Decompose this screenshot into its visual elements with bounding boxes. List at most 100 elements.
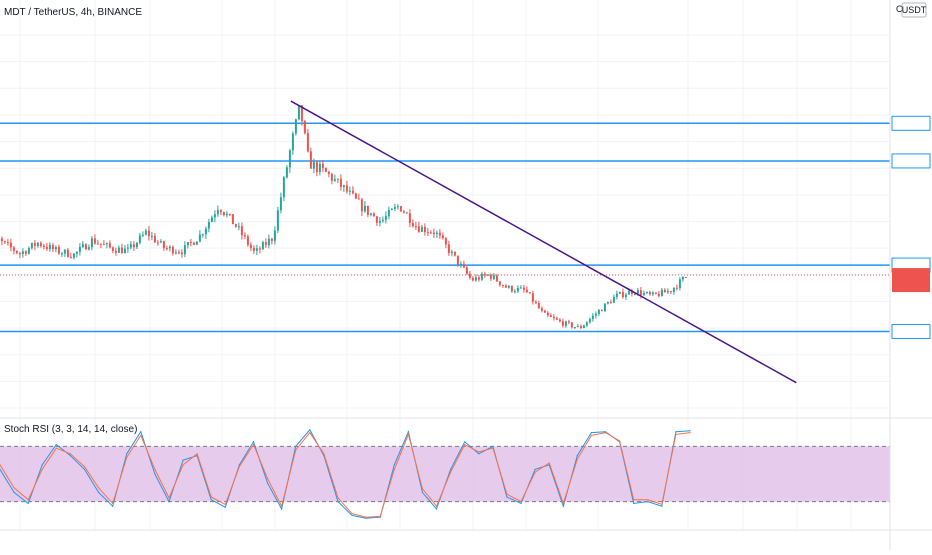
level-price-box (891, 153, 931, 169)
stoch-point (126, 453, 128, 455)
candle-body (513, 291, 516, 293)
candle-body (309, 151, 312, 169)
candle-body (312, 162, 315, 169)
candle-body (291, 133, 294, 151)
candle-body (243, 235, 246, 237)
stoch-point (323, 453, 325, 455)
candle-body (0, 238, 3, 242)
stoch-point (393, 468, 395, 470)
stoch-band-layer (0, 445, 890, 503)
candle-body (339, 178, 342, 187)
candle-body (348, 190, 351, 192)
candle-body (357, 198, 360, 200)
candle-body (330, 173, 333, 181)
candle-body (363, 205, 366, 212)
candle-body (675, 287, 678, 289)
stoch-point (506, 493, 508, 495)
stoch-point (238, 466, 240, 468)
candle-body (615, 293, 618, 297)
candle-body (450, 251, 453, 254)
stoch-point (365, 516, 367, 518)
stoch-point (661, 503, 663, 505)
stoch-point (633, 502, 635, 505)
candle-body (24, 251, 27, 254)
candle-body (75, 251, 78, 254)
candle-body (135, 242, 138, 248)
candle-body (327, 171, 330, 174)
stoch-point (309, 429, 311, 431)
candle-body (576, 326, 579, 328)
candle-body (528, 292, 531, 294)
candle-body (315, 162, 318, 172)
candle-body (201, 234, 204, 236)
stoch-point (478, 451, 480, 453)
candle-body (249, 244, 252, 248)
stoch-point (379, 516, 381, 518)
level-price-box (891, 323, 931, 339)
candle-body (642, 292, 645, 296)
candle-body (270, 238, 273, 241)
stoch-point (337, 501, 339, 503)
stoch-point (421, 491, 424, 493)
candle-body (93, 238, 96, 244)
candle-body (180, 252, 183, 255)
candle-body (549, 315, 552, 317)
candle-body (519, 287, 522, 289)
candle-body (603, 303, 606, 312)
candle-body (345, 185, 348, 192)
candle-body (381, 219, 384, 221)
candle-body (333, 179, 336, 181)
candle-body (648, 292, 651, 295)
candle-body (222, 212, 225, 216)
candle-body (627, 290, 630, 295)
candle-body (630, 290, 633, 294)
candle-body (510, 285, 513, 292)
candle-body (567, 321, 570, 323)
candle-body (489, 274, 492, 279)
candle-body (438, 232, 441, 236)
candle-body (636, 290, 639, 294)
candle-body (666, 291, 669, 293)
candle-body (186, 242, 189, 246)
candle-body (669, 291, 672, 293)
candle-body (678, 279, 681, 289)
stoch-point (379, 515, 381, 517)
candle-body (246, 236, 249, 245)
stoch-line-layer (0, 428, 691, 519)
stoch-point (590, 434, 593, 436)
stoch-point (281, 508, 283, 510)
candle-body (543, 310, 546, 313)
candle-body (558, 319, 561, 322)
stoch-point (562, 505, 564, 507)
stoch-point (520, 502, 522, 505)
candle-body (354, 193, 357, 199)
candle-body (294, 119, 297, 134)
stoch-point (647, 499, 649, 501)
candle-body (102, 244, 105, 246)
stoch-point (492, 447, 494, 449)
candle-body (225, 213, 228, 216)
candle-body (45, 246, 48, 250)
candle-body (183, 245, 186, 255)
candle-body (342, 185, 345, 187)
stoch-point (97, 491, 100, 493)
candle-body (240, 226, 243, 236)
stoch-point (112, 502, 114, 505)
stoch-point (450, 468, 452, 470)
candle-body (99, 243, 102, 245)
stoch-point (0, 464, 1, 466)
candle-layer (0, 105, 687, 330)
stoch-point (661, 505, 663, 507)
candle-body (138, 235, 141, 243)
stoch-point (83, 468, 86, 470)
candle-body (111, 247, 114, 251)
candle-body (87, 247, 90, 250)
candle-body (33, 242, 36, 247)
stoch-point (464, 441, 466, 443)
candle-body (396, 206, 399, 208)
currency-badge[interactable] (901, 2, 927, 18)
candle-body (462, 263, 465, 268)
